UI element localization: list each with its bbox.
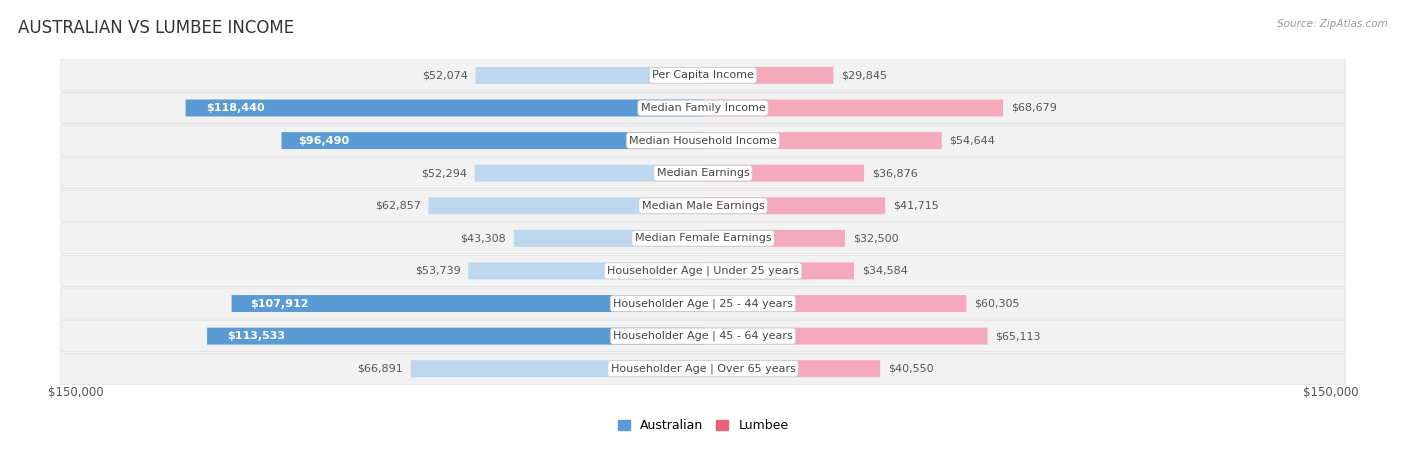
FancyBboxPatch shape xyxy=(60,157,1346,189)
FancyBboxPatch shape xyxy=(703,197,886,214)
Text: Householder Age | 45 - 64 years: Householder Age | 45 - 64 years xyxy=(613,331,793,341)
Text: $34,584: $34,584 xyxy=(862,266,908,276)
FancyBboxPatch shape xyxy=(703,328,987,345)
FancyBboxPatch shape xyxy=(468,262,703,279)
FancyBboxPatch shape xyxy=(703,132,942,149)
Text: $54,644: $54,644 xyxy=(949,135,995,146)
Text: $43,308: $43,308 xyxy=(460,234,506,243)
Text: $66,891: $66,891 xyxy=(357,364,404,374)
FancyBboxPatch shape xyxy=(429,197,703,214)
FancyBboxPatch shape xyxy=(232,295,703,312)
Text: $36,876: $36,876 xyxy=(872,168,918,178)
Text: $53,739: $53,739 xyxy=(415,266,460,276)
Text: $60,305: $60,305 xyxy=(974,298,1019,309)
FancyBboxPatch shape xyxy=(281,132,703,149)
FancyBboxPatch shape xyxy=(513,230,703,247)
Text: $96,490: $96,490 xyxy=(298,135,350,146)
FancyBboxPatch shape xyxy=(60,125,1346,156)
FancyBboxPatch shape xyxy=(475,67,703,84)
FancyBboxPatch shape xyxy=(60,60,1346,91)
FancyBboxPatch shape xyxy=(703,230,845,247)
Text: Median Family Income: Median Family Income xyxy=(641,103,765,113)
FancyBboxPatch shape xyxy=(703,295,966,312)
Text: $68,679: $68,679 xyxy=(1011,103,1057,113)
FancyBboxPatch shape xyxy=(703,67,834,84)
FancyBboxPatch shape xyxy=(60,255,1346,287)
Legend: Australian, Lumbee: Australian, Lumbee xyxy=(617,419,789,432)
Text: $32,500: $32,500 xyxy=(853,234,898,243)
FancyBboxPatch shape xyxy=(60,320,1346,352)
Text: Householder Age | Over 65 years: Householder Age | Over 65 years xyxy=(610,363,796,374)
FancyBboxPatch shape xyxy=(703,165,865,182)
FancyBboxPatch shape xyxy=(207,328,703,345)
Text: $150,000: $150,000 xyxy=(48,386,104,399)
FancyBboxPatch shape xyxy=(60,190,1346,221)
Text: Median Earnings: Median Earnings xyxy=(657,168,749,178)
Text: $107,912: $107,912 xyxy=(250,298,309,309)
FancyBboxPatch shape xyxy=(411,360,703,377)
Text: AUSTRALIAN VS LUMBEE INCOME: AUSTRALIAN VS LUMBEE INCOME xyxy=(18,19,294,37)
FancyBboxPatch shape xyxy=(703,99,1002,116)
Text: $40,550: $40,550 xyxy=(889,364,934,374)
Text: Median Female Earnings: Median Female Earnings xyxy=(634,234,772,243)
Text: $65,113: $65,113 xyxy=(995,331,1040,341)
FancyBboxPatch shape xyxy=(60,92,1346,124)
Text: $62,857: $62,857 xyxy=(374,201,420,211)
FancyBboxPatch shape xyxy=(60,353,1346,384)
Text: $29,845: $29,845 xyxy=(841,71,887,80)
Text: Householder Age | 25 - 44 years: Householder Age | 25 - 44 years xyxy=(613,298,793,309)
Text: $52,074: $52,074 xyxy=(422,71,468,80)
FancyBboxPatch shape xyxy=(60,288,1346,319)
FancyBboxPatch shape xyxy=(60,223,1346,254)
Text: Source: ZipAtlas.com: Source: ZipAtlas.com xyxy=(1277,19,1388,28)
Text: $118,440: $118,440 xyxy=(207,103,264,113)
FancyBboxPatch shape xyxy=(186,99,703,116)
Text: Per Capita Income: Per Capita Income xyxy=(652,71,754,80)
Text: $150,000: $150,000 xyxy=(1302,386,1358,399)
Text: Median Male Earnings: Median Male Earnings xyxy=(641,201,765,211)
Text: Householder Age | Under 25 years: Householder Age | Under 25 years xyxy=(607,266,799,276)
Text: $41,715: $41,715 xyxy=(893,201,939,211)
FancyBboxPatch shape xyxy=(703,262,853,279)
Text: $113,533: $113,533 xyxy=(226,331,285,341)
Text: $52,294: $52,294 xyxy=(420,168,467,178)
FancyBboxPatch shape xyxy=(475,165,703,182)
Text: Median Household Income: Median Household Income xyxy=(628,135,778,146)
FancyBboxPatch shape xyxy=(703,360,880,377)
